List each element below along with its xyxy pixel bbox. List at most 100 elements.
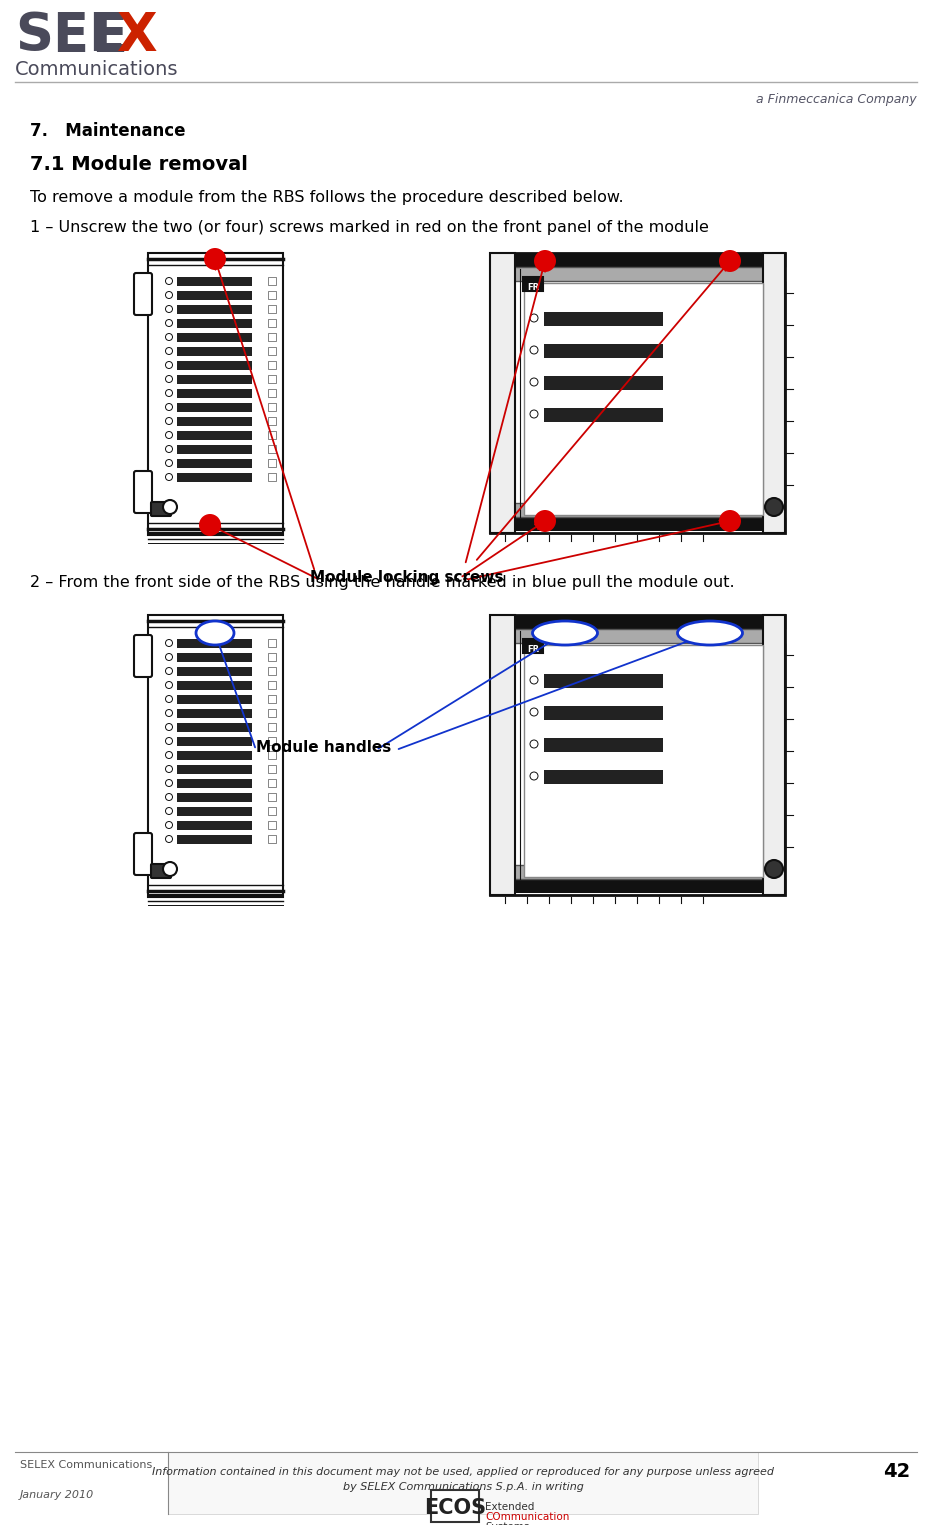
Text: 7.   Maintenance: 7. Maintenance <box>30 122 185 140</box>
Bar <box>177 416 252 425</box>
Circle shape <box>534 509 556 532</box>
Text: Systems: Systems <box>485 1522 529 1525</box>
Text: 1 – Unscrew the two (or four) screws marked in red on the front panel of the mod: 1 – Unscrew the two (or four) screws mar… <box>30 220 709 235</box>
Bar <box>268 807 276 814</box>
Bar <box>177 375 252 384</box>
Bar <box>148 253 283 534</box>
Bar <box>268 278 276 285</box>
Bar <box>168 1452 758 1514</box>
Bar <box>268 348 276 355</box>
Bar <box>177 682 252 689</box>
Text: SELEX Communications: SELEX Communications <box>20 1459 152 1470</box>
Circle shape <box>166 361 172 369</box>
Bar <box>268 793 276 801</box>
Bar <box>148 615 283 895</box>
Bar <box>177 820 252 830</box>
Bar <box>268 709 276 717</box>
Bar <box>177 793 252 802</box>
Text: Extended: Extended <box>485 1502 534 1511</box>
Bar <box>177 473 252 482</box>
Bar <box>268 653 276 660</box>
Circle shape <box>166 822 172 828</box>
Bar <box>177 432 252 441</box>
Circle shape <box>530 378 538 386</box>
Text: SEL: SEL <box>15 11 123 63</box>
Bar <box>490 253 785 267</box>
Text: 2 – From the front side of the RBS using the handle marked in blue pull the modu: 2 – From the front side of the RBS using… <box>30 575 734 590</box>
Circle shape <box>166 808 172 814</box>
Bar <box>268 291 276 299</box>
Ellipse shape <box>196 621 234 645</box>
Bar <box>763 253 785 534</box>
Bar <box>490 517 785 531</box>
Circle shape <box>166 375 172 383</box>
Circle shape <box>166 682 172 688</box>
Circle shape <box>163 862 177 875</box>
Circle shape <box>204 249 226 270</box>
Circle shape <box>530 676 538 685</box>
Bar <box>490 615 785 895</box>
Bar <box>268 416 276 425</box>
Circle shape <box>530 772 538 779</box>
Bar <box>763 615 785 895</box>
Circle shape <box>166 432 172 439</box>
Bar <box>177 332 252 342</box>
Circle shape <box>166 291 172 299</box>
Text: Module handles: Module handles <box>256 740 391 755</box>
Ellipse shape <box>678 621 743 645</box>
Bar <box>268 473 276 480</box>
Bar <box>268 639 276 647</box>
Text: To remove a module from the RBS follows the procedure described below.: To remove a module from the RBS follows … <box>30 191 624 204</box>
Bar <box>177 403 252 412</box>
Bar <box>177 278 252 287</box>
Circle shape <box>530 708 538 717</box>
Text: FR: FR <box>527 645 539 654</box>
Bar <box>268 695 276 703</box>
Bar <box>177 836 252 843</box>
Bar <box>177 723 252 732</box>
Text: ECOS: ECOS <box>424 1498 487 1517</box>
FancyBboxPatch shape <box>134 833 152 875</box>
Bar <box>544 770 663 784</box>
Text: Communications: Communications <box>15 59 179 79</box>
Bar <box>177 348 252 355</box>
Circle shape <box>530 740 538 747</box>
Bar <box>177 653 252 662</box>
Bar <box>544 313 663 326</box>
Circle shape <box>166 348 172 354</box>
Bar <box>177 639 252 648</box>
Circle shape <box>166 404 172 410</box>
Circle shape <box>166 334 172 340</box>
Bar <box>523 278 543 291</box>
FancyBboxPatch shape <box>134 634 152 677</box>
Bar <box>177 666 252 676</box>
Bar <box>177 389 252 398</box>
Text: Module locking screws: Module locking screws <box>310 570 503 586</box>
Bar <box>268 403 276 412</box>
Bar <box>268 682 276 689</box>
Bar <box>490 865 785 878</box>
Bar <box>268 666 276 676</box>
Bar <box>177 305 252 314</box>
Bar <box>177 709 252 718</box>
Bar <box>490 253 785 534</box>
Circle shape <box>166 738 172 744</box>
Text: X: X <box>117 11 158 63</box>
Circle shape <box>166 709 172 717</box>
Bar <box>490 615 785 628</box>
Ellipse shape <box>532 621 597 645</box>
Bar <box>490 267 785 281</box>
Circle shape <box>166 752 172 758</box>
Bar <box>523 639 543 653</box>
Bar <box>524 284 763 515</box>
Circle shape <box>530 314 538 322</box>
Circle shape <box>719 250 741 271</box>
FancyBboxPatch shape <box>134 273 152 316</box>
Bar <box>177 750 252 759</box>
Bar <box>490 253 515 534</box>
Bar <box>268 766 276 773</box>
Bar <box>268 375 276 383</box>
Bar <box>268 459 276 467</box>
Circle shape <box>166 305 172 313</box>
Bar <box>268 389 276 396</box>
